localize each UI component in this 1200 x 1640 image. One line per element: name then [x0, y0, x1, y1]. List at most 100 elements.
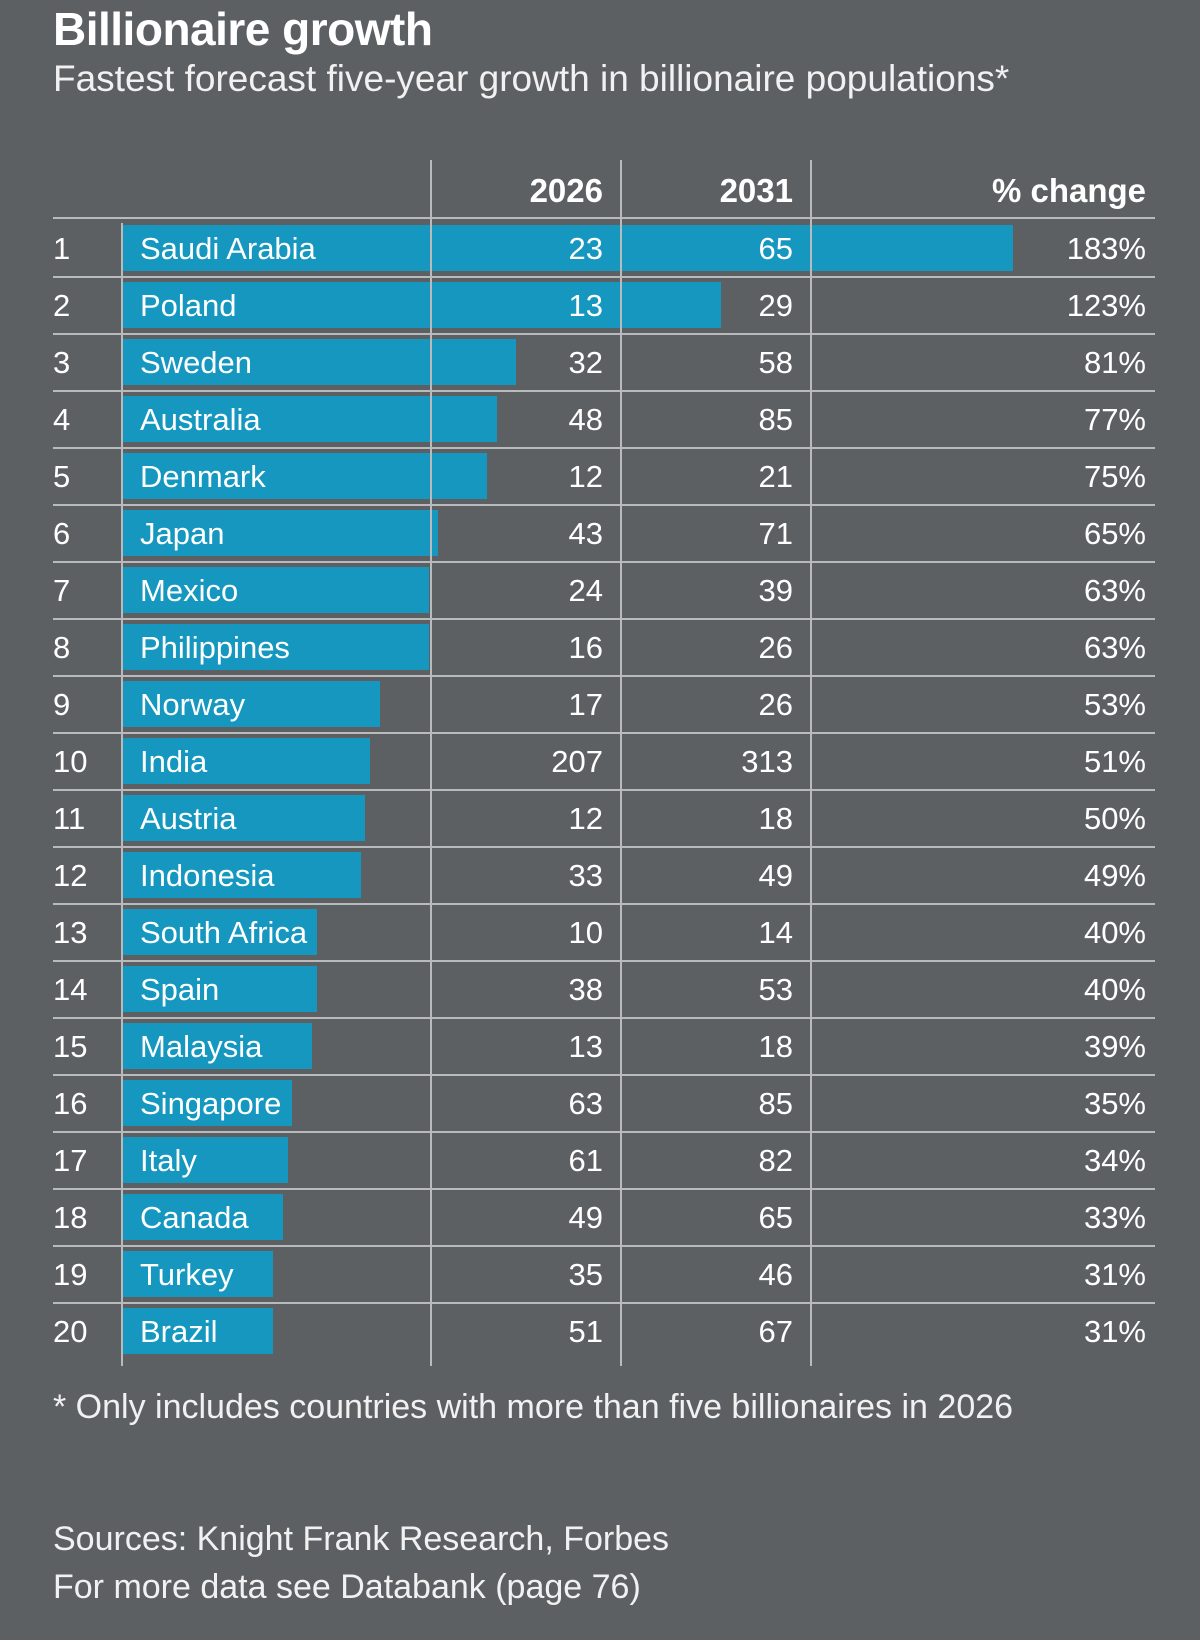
change-label: 75% — [1083, 459, 1146, 494]
country-label: Italy — [140, 1143, 197, 1178]
value-2026: 49 — [568, 1200, 603, 1235]
column-divider — [620, 160, 622, 1366]
change-label: 81% — [1083, 345, 1146, 380]
country-label: Canada — [140, 1200, 249, 1235]
value-2026: 12 — [568, 801, 603, 836]
change-bar — [122, 966, 317, 1012]
rank-label: 9 — [53, 687, 71, 722]
column-divider — [810, 160, 812, 1366]
change-bar — [122, 396, 497, 442]
row-divider — [53, 675, 1155, 677]
sources-block: Sources: Knight Frank Research, Forbes F… — [53, 1515, 669, 1611]
value-2031: 65 — [758, 231, 793, 266]
value-2031: 26 — [758, 630, 793, 665]
value-2031: 14 — [758, 915, 793, 950]
value-2026: 61 — [568, 1143, 603, 1178]
change-bar — [122, 510, 438, 556]
change-label: 51% — [1083, 744, 1146, 779]
change-label: 40% — [1083, 915, 1146, 950]
value-2031: 71 — [758, 516, 793, 551]
value-2026: 33 — [568, 858, 603, 893]
rank-label: 4 — [53, 402, 71, 437]
change-bar — [122, 567, 429, 613]
row-divider — [53, 960, 1155, 962]
change-bar — [122, 1080, 292, 1126]
value-2026: 10 — [568, 915, 603, 950]
rank-label: 11 — [53, 801, 86, 836]
table-row: 2 Poland 13 29 123% — [0, 277, 1200, 334]
row-divider — [53, 1245, 1155, 1247]
value-2026: 63 — [568, 1086, 603, 1121]
row-divider — [53, 618, 1155, 620]
country-label: Mexico — [140, 573, 239, 608]
change-label: 65% — [1083, 516, 1146, 551]
value-2026: 16 — [568, 630, 603, 665]
value-2026: 23 — [568, 231, 603, 266]
rank-label: 5 — [53, 459, 71, 494]
value-2031: 82 — [758, 1143, 793, 1178]
country-label: Singapore — [140, 1086, 282, 1121]
value-2031: 85 — [758, 402, 793, 437]
value-2026: 207 — [551, 744, 603, 779]
row-divider — [53, 789, 1155, 791]
header-divider — [53, 217, 1155, 219]
change-bar — [122, 795, 365, 841]
row-divider — [53, 903, 1155, 905]
change-bar — [122, 1194, 283, 1240]
table-row: 6 Japan 43 71 65% — [0, 505, 1200, 562]
column-header-2026: 2026 — [529, 172, 603, 209]
rank-label: 3 — [53, 345, 71, 380]
rank-label: 8 — [53, 630, 71, 665]
value-2026: 51 — [568, 1314, 603, 1349]
table-row: 9 Norway 17 26 53% — [0, 676, 1200, 733]
value-2026: 32 — [568, 345, 603, 380]
rank-label: 20 — [53, 1314, 88, 1349]
change-bar — [122, 681, 380, 727]
value-2031: 29 — [758, 288, 793, 323]
value-2031: 46 — [758, 1257, 793, 1292]
change-label: 63% — [1083, 630, 1146, 665]
table-row: 10 India 207 313 51% — [0, 733, 1200, 790]
databank-line: For more data see Databank (page 76) — [53, 1568, 641, 1606]
value-2026: 13 — [568, 1029, 603, 1064]
table-row: 17 Italy 61 82 34% — [0, 1132, 1200, 1189]
column-divider — [430, 160, 432, 1366]
country-label: Japan — [140, 516, 225, 551]
column-divider — [121, 223, 123, 1366]
chart-title: Billionaire growth — [53, 3, 433, 55]
country-label: Sweden — [140, 345, 253, 380]
footnote: * Only includes countries with more than… — [53, 1388, 1014, 1426]
table-row: 20 Brazil 51 67 31% — [0, 1303, 1200, 1360]
value-2026: 24 — [568, 573, 603, 608]
country-label: Austria — [140, 801, 237, 836]
country-label: Brazil — [140, 1314, 218, 1349]
row-divider — [53, 276, 1155, 278]
country-label: South Africa — [140, 915, 308, 950]
country-label: Malaysia — [140, 1029, 263, 1064]
change-label: 53% — [1083, 687, 1146, 722]
change-label: 40% — [1083, 972, 1146, 1007]
value-2031: 58 — [758, 345, 793, 380]
row-divider — [53, 1131, 1155, 1133]
row-divider — [53, 447, 1155, 449]
value-2031: 65 — [758, 1200, 793, 1235]
country-label: Indonesia — [140, 858, 275, 893]
row-divider — [53, 561, 1155, 563]
change-bar — [122, 453, 487, 499]
country-label: Spain — [140, 972, 220, 1007]
value-2031: 18 — [758, 801, 793, 836]
value-2026: 13 — [568, 288, 603, 323]
row-divider — [53, 1302, 1155, 1304]
rank-label: 19 — [53, 1257, 88, 1292]
table-row: 7 Mexico 24 39 63% — [0, 562, 1200, 619]
table-row: 4 Australia 48 85 77% — [0, 391, 1200, 448]
country-label: India — [140, 744, 208, 779]
billionaire-growth-table: 2026 2031 % change 1 Saudi Arabia 23 65 183%… — [0, 160, 1200, 1366]
change-label: 183% — [1066, 231, 1146, 266]
table-row: 14 Spain 38 53 40% — [0, 961, 1200, 1018]
row-divider — [53, 732, 1155, 734]
change-bar — [122, 624, 429, 670]
row-divider — [53, 390, 1155, 392]
value-2031: 49 — [758, 858, 793, 893]
table-row: 13 South Africa 10 14 40% — [0, 904, 1200, 961]
